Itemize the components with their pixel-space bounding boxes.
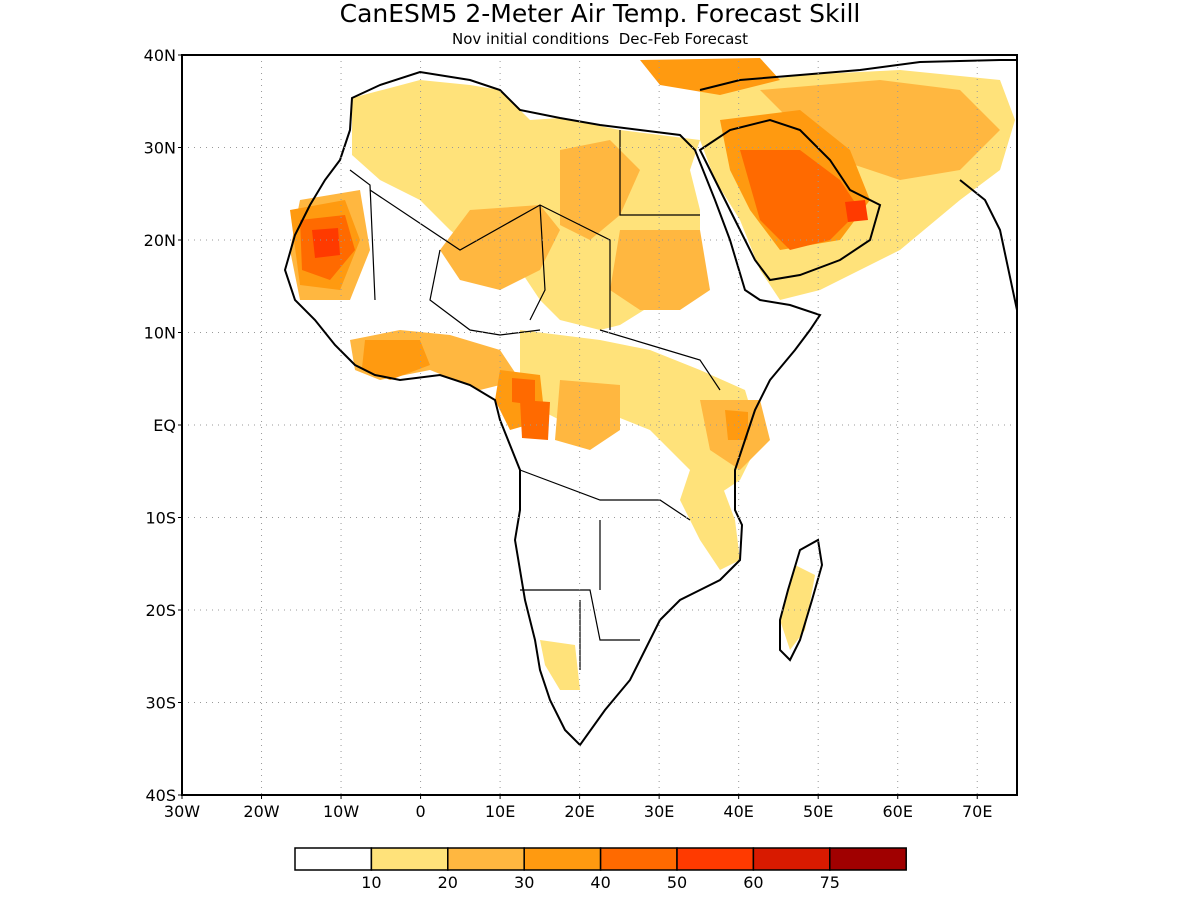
skill-band-40-50-b: [740, 150, 860, 250]
skill-band-50-60-b: [845, 200, 868, 222]
lat-tick-label: EQ: [153, 416, 176, 435]
skill-band-30-40-c: [640, 58, 780, 95]
color-legend: 10 20 30 40 50 60 75: [294, 847, 907, 892]
skill-band-10-20-madagascar: [780, 565, 815, 650]
lat-tick-label: 10N: [144, 324, 176, 343]
legend-swatch: [294, 847, 373, 871]
lat-tick-label: 20N: [144, 231, 176, 250]
lon-tick-label: 0: [415, 802, 425, 821]
legend-label: 40: [590, 873, 610, 892]
skill-band-20-30-d: [760, 80, 1000, 180]
middle-east-outline: [699, 59, 1017, 91]
lat-tick-label: 40S: [145, 786, 176, 805]
skill-band-10-20-east-africa: [680, 470, 740, 570]
arabian-peninsula-outline: [698, 118, 882, 282]
india-outline: [959, 179, 1017, 311]
coastlines: [283, 59, 1017, 747]
legend-label: 75: [820, 873, 840, 892]
skill-band-10-20-south: [540, 640, 580, 690]
lat-tick-label: 10S: [145, 509, 176, 528]
africa-outline: [283, 70, 822, 747]
latitude-labels: 40N 30N 20N 10N EQ 10S 20S 30S 40S: [144, 46, 182, 805]
legend-swatch: [370, 847, 449, 871]
lon-tick-label: 50E: [803, 802, 833, 821]
lat-tick-label: 30N: [144, 139, 176, 158]
lon-tick-label: 30E: [644, 802, 674, 821]
lon-tick-label: 70E: [962, 802, 992, 821]
lat-tick-label: 30S: [145, 694, 176, 713]
lon-tick-label: 60E: [882, 802, 912, 821]
legend-swatch: [599, 847, 678, 871]
lon-tick-label: 20W: [243, 802, 279, 821]
legend-swatch: [676, 847, 755, 871]
map-plot-area: 40N 30N 20N 10N EQ 10S 20S 30S 40S 30W 20W 10W 0 10E…: [144, 46, 1018, 821]
skill-band-20-30-f: [555, 380, 620, 450]
legend-swatch: [829, 847, 907, 871]
skill-band-20-30-c: [610, 230, 710, 310]
lon-tick-label: 30W: [164, 802, 200, 821]
skill-band-30-40-f: [725, 410, 748, 440]
map-title: CanESM5 2-Meter Air Temp. Forecast Skill: [340, 0, 861, 28]
skill-band-10-20: [352, 80, 700, 330]
skill-band-40-50-c: [512, 378, 535, 405]
map-subtitle: Nov initial conditions Dec-Feb Forecast: [452, 30, 748, 48]
lat-tick-label: 40N: [144, 46, 176, 65]
skill-band-30-40-e: [362, 340, 430, 380]
country-borders: [349, 130, 721, 670]
legend-label: 30: [514, 873, 534, 892]
lat-tick-label: 20S: [145, 601, 176, 620]
legend-label: 60: [743, 873, 763, 892]
legend-label: 20: [438, 873, 458, 892]
legend-label: 50: [667, 873, 687, 892]
lon-tick-label: 20E: [564, 802, 594, 821]
legend-swatch: [447, 847, 525, 871]
legend-swatch: [752, 847, 831, 871]
lon-tick-label: 10E: [485, 802, 515, 821]
madagascar-outline: [779, 538, 824, 662]
longitude-labels: 30W 20W 10W 0 10E 20E 30E 40E 50E 60E 70E: [164, 795, 992, 821]
legend-swatch: [523, 847, 602, 871]
lon-tick-label: 40E: [723, 802, 753, 821]
skill-band-10-20-central: [520, 330, 760, 500]
legend-label: 10: [361, 873, 381, 892]
skill-band-50-60: [312, 228, 340, 258]
skill-band-40-50-d: [520, 400, 550, 440]
lon-tick-label: 10W: [323, 802, 359, 821]
